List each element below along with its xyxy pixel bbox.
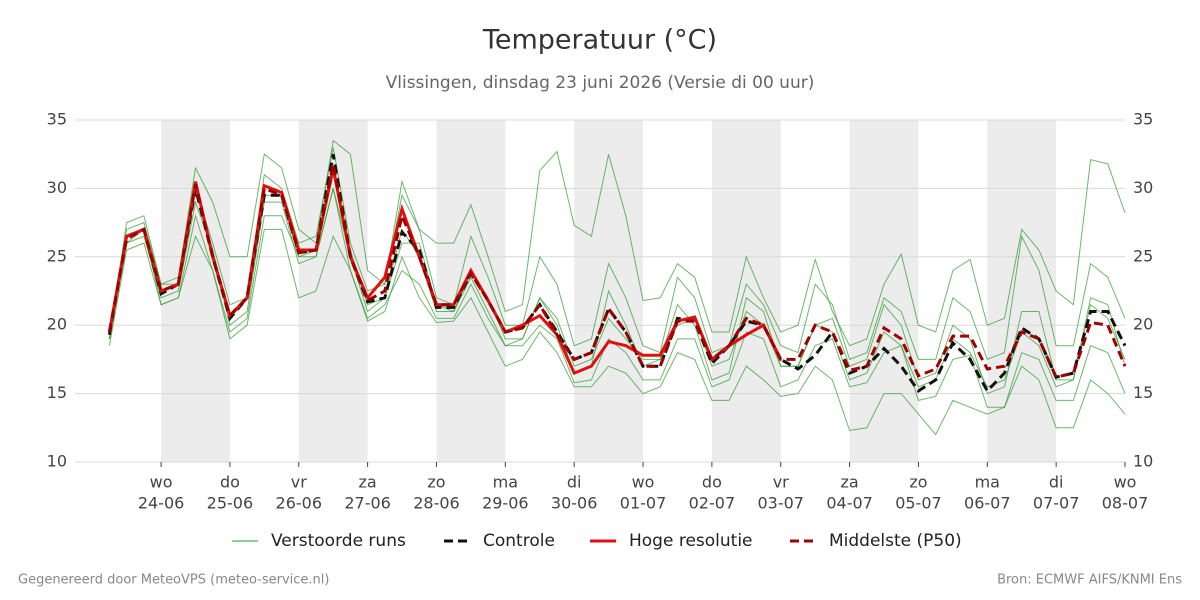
x-tick-date: 07-07 bbox=[1033, 494, 1080, 513]
x-tick-date: 30-06 bbox=[551, 494, 598, 513]
x-tick-date: 27-06 bbox=[344, 494, 391, 513]
x-tick-date: 28-06 bbox=[413, 494, 460, 513]
x-tick-date: 01-07 bbox=[620, 494, 667, 513]
chart-title: Temperatuur (°C) bbox=[482, 25, 717, 56]
x-tick-date: 04-07 bbox=[826, 494, 873, 513]
x-tick-label: do bbox=[702, 473, 722, 492]
x-tick-date: 06-07 bbox=[964, 494, 1011, 513]
y-tick-label: 10 bbox=[47, 452, 67, 471]
day-shade bbox=[436, 120, 506, 462]
y2-tick-label: 20 bbox=[1133, 315, 1153, 334]
ensemble-line bbox=[108, 228, 1126, 436]
x-tick-label: di bbox=[1049, 473, 1064, 492]
y-tick-label: 25 bbox=[47, 246, 67, 265]
footer-right: Bron: ECMWF AIFS/KNMI Ens bbox=[997, 573, 1182, 588]
legend-label: Controle bbox=[483, 531, 555, 551]
x-tick-label: vr bbox=[291, 473, 307, 492]
x-tick-label: do bbox=[220, 473, 240, 492]
footer-left: Gegenereerd door MeteoVPS (meteo-service… bbox=[18, 573, 329, 588]
x-tick-date: 05-07 bbox=[895, 494, 942, 513]
day-shade bbox=[849, 120, 919, 462]
y-tick-label: 35 bbox=[47, 110, 67, 129]
y2-tick-label: 30 bbox=[1133, 178, 1153, 197]
ensemble-line bbox=[108, 139, 1126, 347]
y2-tick-label: 10 bbox=[1133, 452, 1153, 471]
x-tick-label: ma bbox=[493, 473, 518, 492]
x-tick-date: 08-07 bbox=[1102, 494, 1149, 513]
x-tick-date: 24-06 bbox=[138, 494, 185, 513]
ensemble-line bbox=[108, 188, 1126, 395]
x-tick-date: 26-06 bbox=[276, 494, 323, 513]
x-tick-label: ma bbox=[975, 473, 1000, 492]
x-tick-label: wo bbox=[150, 473, 173, 492]
legend-label: Verstoorde runs bbox=[271, 531, 406, 551]
ensemble-line bbox=[108, 188, 1126, 408]
x-tick-label: zo bbox=[909, 473, 927, 492]
y2-tick-label: 15 bbox=[1133, 383, 1153, 402]
series-line bbox=[107, 153, 1127, 394]
day-shade bbox=[298, 120, 368, 462]
x-tick-date: 29-06 bbox=[482, 494, 529, 513]
x-tick-label: wo bbox=[1114, 473, 1137, 492]
x-tick-label: wo bbox=[632, 473, 655, 492]
ensemble-line bbox=[108, 147, 1126, 361]
x-tick-date: 25-06 bbox=[207, 494, 254, 513]
y2-tick-label: 25 bbox=[1133, 246, 1153, 265]
x-tick-label: di bbox=[567, 473, 582, 492]
y-tick-label: 30 bbox=[47, 178, 67, 197]
x-tick-date: 03-07 bbox=[757, 494, 804, 513]
x-tick-label: vr bbox=[773, 473, 789, 492]
chart-subtitle: Vlissingen, dinsdag 23 juni 2026 (Versie… bbox=[386, 73, 815, 93]
y2-tick-label: 35 bbox=[1133, 110, 1153, 129]
x-tick-label: za bbox=[359, 473, 377, 492]
x-tick-label: zo bbox=[427, 473, 445, 492]
day-shade bbox=[987, 120, 1057, 462]
legend-label: Middelste (P50) bbox=[829, 531, 962, 551]
day-shade bbox=[161, 120, 230, 462]
y-tick-label: 15 bbox=[47, 383, 67, 402]
x-tick-date: 02-07 bbox=[689, 494, 736, 513]
y-tick-label: 20 bbox=[47, 315, 67, 334]
x-tick-label: za bbox=[840, 473, 858, 492]
day-shade bbox=[711, 120, 781, 462]
legend-label: Hoge resolutie bbox=[629, 531, 753, 551]
